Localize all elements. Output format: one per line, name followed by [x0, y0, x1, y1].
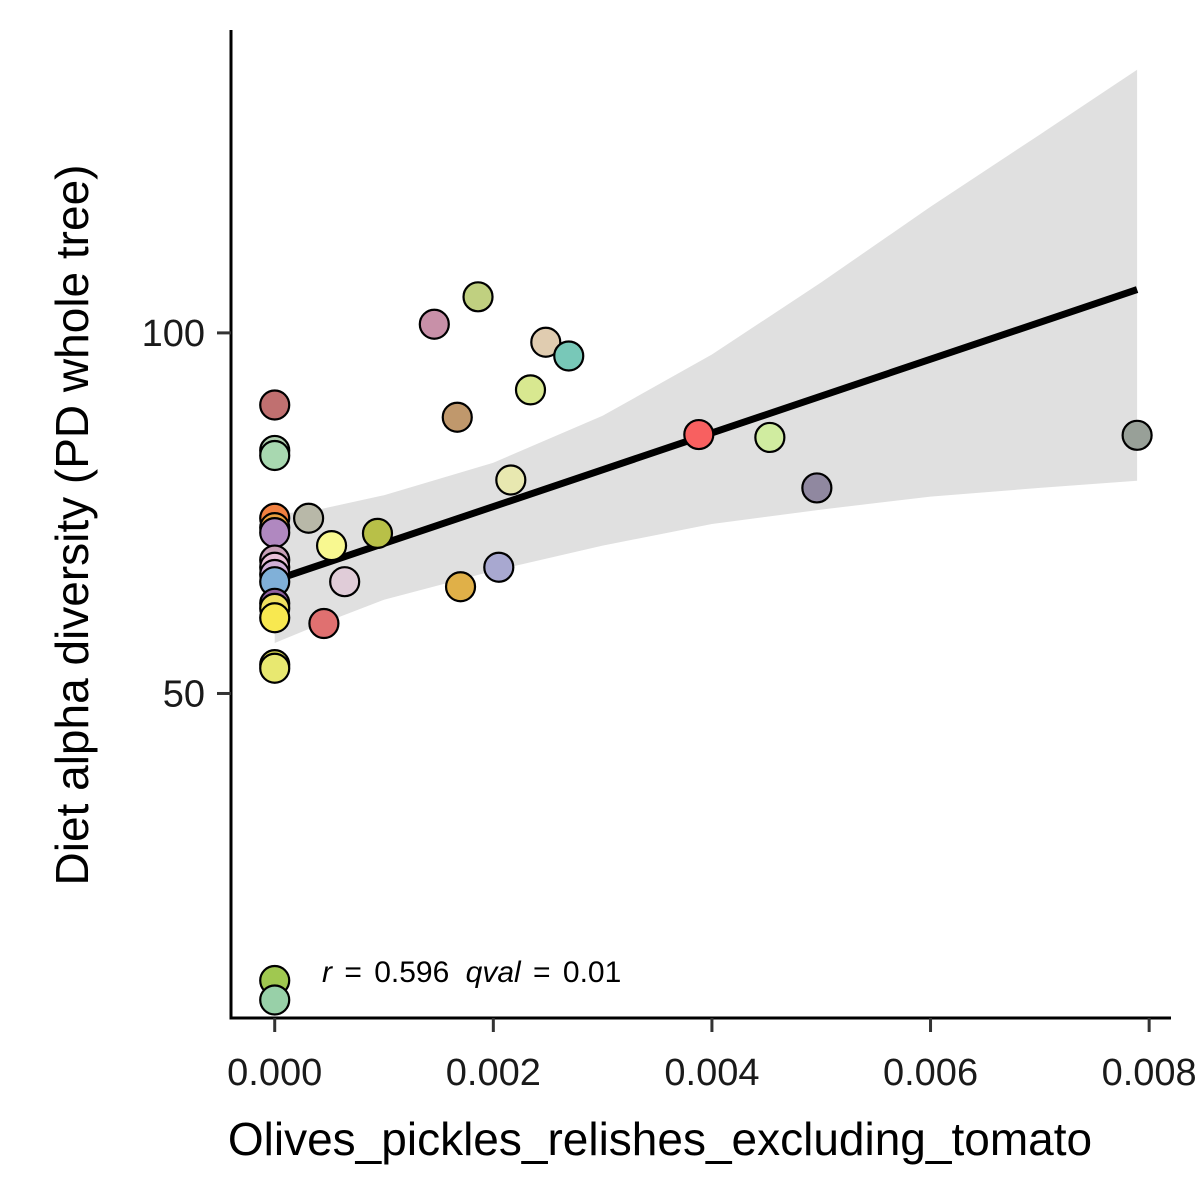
data-point [259, 389, 291, 421]
data-point [754, 421, 786, 454]
x-tick-label: 0.004 [664, 1052, 759, 1094]
data-point [441, 401, 473, 433]
points-layer [259, 281, 1153, 1016]
data-point [483, 551, 515, 583]
data-point [495, 464, 527, 496]
data-point [514, 374, 547, 406]
data-point [530, 326, 562, 358]
data-point [315, 530, 348, 562]
data-point [683, 418, 715, 451]
data-point [293, 502, 325, 534]
r-value: 0.596 [374, 956, 449, 989]
data-point [329, 566, 361, 598]
data-point [259, 439, 291, 472]
x-axis-title: Olives_pickles_relishes_excluding_tomato [228, 1113, 1092, 1165]
data-point [259, 602, 291, 634]
data-point [553, 340, 585, 372]
data-point [259, 652, 291, 684]
data-point [308, 607, 340, 640]
q-equals: = [533, 956, 551, 989]
correlation-annotation: r = 0.596 qval = 0.01 [322, 956, 621, 989]
data-point [1121, 419, 1153, 451]
data-point [801, 472, 833, 504]
x-tick-label: 0.000 [227, 1052, 322, 1094]
y-tick-label: 100 [142, 313, 205, 355]
data-point [259, 517, 291, 549]
data-point [462, 281, 494, 313]
r-equals: = [344, 956, 362, 989]
x-tick-label: 0.002 [446, 1052, 541, 1094]
q-label: qval [466, 956, 522, 989]
data-point [418, 308, 450, 340]
x-tick-label: 0.008 [1102, 1052, 1197, 1094]
confidence-band-layer [274, 69, 1138, 643]
axes-layer: 0.000 0.002 0.004 0.006 0.008 50 100 [142, 30, 1197, 1094]
x-tick-label: 0.006 [883, 1052, 978, 1094]
r-label: r [322, 956, 333, 989]
data-point [444, 571, 477, 603]
y-tick-label: 50 [163, 673, 205, 715]
y-axis-title: Diet alpha diversity (PD whole tree) [46, 165, 98, 886]
data-point [361, 517, 394, 549]
data-point [259, 984, 291, 1016]
q-value: 0.01 [563, 956, 621, 989]
confidence-band [274, 69, 1138, 643]
